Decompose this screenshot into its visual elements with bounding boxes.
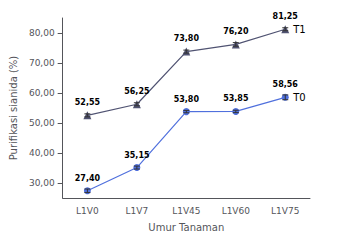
svg-text:L1V7: L1V7: [126, 206, 149, 216]
svg-text:35,15: 35,15: [124, 151, 150, 160]
svg-text:80,00: 80,00: [29, 28, 55, 38]
svg-text:Purifikasi sianida (%): Purifikasi sianida (%): [8, 56, 19, 161]
svg-text:73,80: 73,80: [174, 34, 200, 43]
svg-text:76,20: 76,20: [223, 27, 249, 36]
svg-text:30,00: 30,00: [29, 178, 55, 188]
svg-text:L1V75: L1V75: [271, 206, 299, 216]
svg-text:50,00: 50,00: [29, 118, 55, 128]
svg-text:52,55: 52,55: [75, 98, 101, 107]
svg-text:60,00: 60,00: [29, 88, 55, 98]
svg-text:L1V0: L1V0: [76, 206, 99, 216]
svg-text:Umur Tanaman: Umur Tanaman: [148, 222, 224, 233]
svg-text:27,40: 27,40: [75, 174, 101, 183]
svg-text:56,25: 56,25: [124, 87, 150, 96]
svg-text:70,00: 70,00: [29, 58, 55, 68]
svg-text:53,80: 53,80: [174, 95, 200, 104]
svg-text:T1: T1: [292, 24, 305, 35]
svg-text:81,25: 81,25: [273, 12, 299, 21]
svg-text:T0: T0: [292, 92, 305, 103]
svg-text:40,00: 40,00: [29, 148, 55, 158]
svg-text:53,85: 53,85: [223, 94, 249, 103]
svg-text:L1V60: L1V60: [222, 206, 251, 216]
svg-text:L1V45: L1V45: [172, 206, 200, 216]
svg-text:58,56: 58,56: [273, 80, 299, 89]
